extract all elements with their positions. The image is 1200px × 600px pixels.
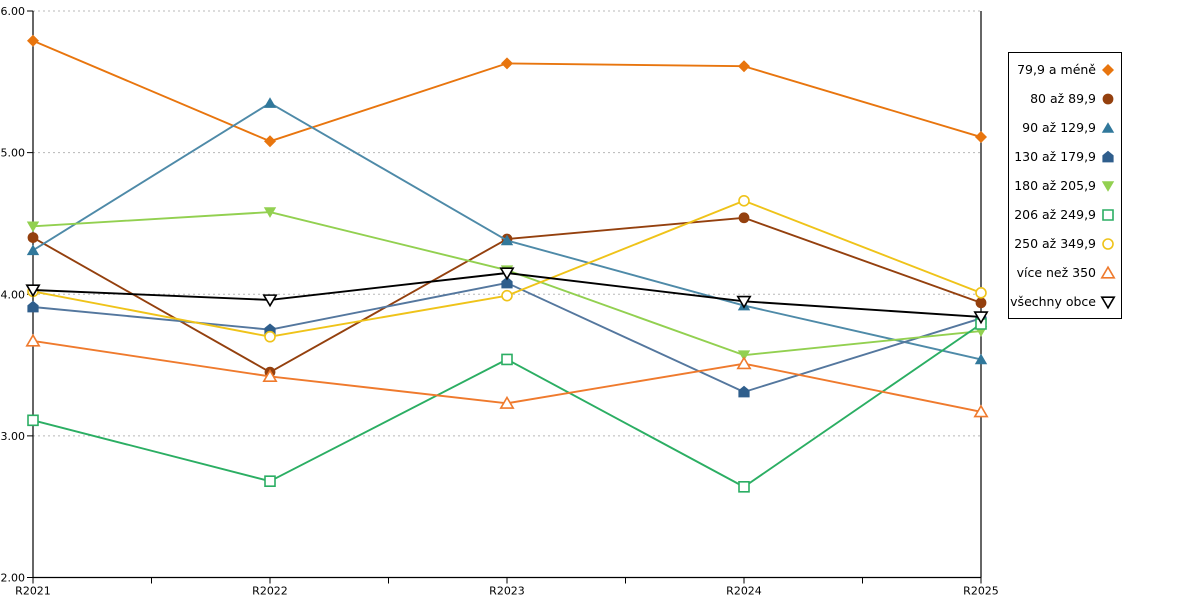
x-tick-label-R2025: R2025 xyxy=(963,585,999,598)
legend-label: 90 až 129,9 xyxy=(1022,120,1096,135)
marker-circle-s6-p1[interactable] xyxy=(264,330,276,343)
marker-triangle-up-s7-p0[interactable] xyxy=(25,333,41,347)
marker-triangle-up-s2-p0[interactable] xyxy=(26,244,40,256)
marker-diamond-s0-p0[interactable] xyxy=(27,34,39,47)
marker-triangle-up-s7-p4[interactable] xyxy=(973,404,989,418)
legend-box[interactable]: 79,9 a méně 80 až 89,9 90 až 129,9 130 až 1… xyxy=(1008,52,1122,319)
legend-label: 180 až 205,9 xyxy=(1014,178,1096,193)
marker-circle-s1-p3[interactable] xyxy=(738,212,750,224)
marker-circle-s1-p4[interactable] xyxy=(975,297,987,309)
marker-diamond-s0[interactable] xyxy=(1102,63,1114,76)
y-tick-label: 4.00 xyxy=(1,288,26,301)
marker-circle-s6-p4[interactable] xyxy=(975,287,987,299)
legend-item-5[interactable]: 206 až 249,9 xyxy=(1009,207,1121,223)
legend-label: 250 až 349,9 xyxy=(1014,236,1096,251)
marker-pentagon-s3-p3[interactable] xyxy=(738,385,750,398)
marker-triangle-up-s7-p1[interactable] xyxy=(262,369,278,382)
legend-marker-triangle-down-icon xyxy=(1100,295,1116,309)
y-tick-label: 6.00 xyxy=(1,5,26,18)
marker-pentagon-s3[interactable] xyxy=(1102,150,1114,162)
x-tick-label-R2023: R2023 xyxy=(489,585,525,598)
legend-label: 80 až 89,9 xyxy=(1030,91,1096,106)
y-tick-label: 2.00 xyxy=(1,572,26,585)
legend-label: 206 až 249,9 xyxy=(1014,207,1096,222)
marker-diamond-s0-p3[interactable] xyxy=(738,60,750,73)
legend-marker-circle-icon xyxy=(1102,237,1114,250)
legend-marker-square-icon xyxy=(1102,208,1114,221)
marker-circle-s6-p3[interactable] xyxy=(738,194,750,207)
x-tick-label-R2022: R2022 xyxy=(252,585,288,598)
legend-marker-circle-icon xyxy=(1102,93,1114,104)
legend-item-1[interactable]: 80 až 89,9 xyxy=(1009,91,1121,107)
marker-triangle-down-s4-p3[interactable] xyxy=(737,350,751,361)
legend-label: 79,9 a méně xyxy=(1017,62,1096,77)
x-tick-label-R2021: R2021 xyxy=(15,585,51,598)
legend-item-8[interactable]: všechny obce xyxy=(1009,294,1121,310)
legend-item-2[interactable]: 90 až 129,9 xyxy=(1009,120,1121,136)
legend-item-6[interactable]: 250 až 349,9 xyxy=(1009,236,1121,252)
marker-circle-s1[interactable] xyxy=(1102,93,1114,104)
marker-circle-s1-p0[interactable] xyxy=(27,232,39,243)
legend-label: více než 350 xyxy=(1016,265,1096,280)
marker-triangle-up-s7-p3[interactable] xyxy=(736,356,752,370)
legend-marker-triangle-up-icon xyxy=(1100,265,1116,279)
y-tick-label: 5.00 xyxy=(1,147,26,160)
legend-item-0[interactable]: 79,9 a méně xyxy=(1009,62,1121,78)
marker-triangle-down-s8-p4[interactable] xyxy=(973,311,989,325)
marker-triangle-down-s8-p3[interactable] xyxy=(736,295,752,309)
marker-triangle-down-s8-p2[interactable] xyxy=(499,267,515,281)
marker-diamond-s0-p4[interactable] xyxy=(975,131,987,144)
marker-triangle-up-s7[interactable] xyxy=(1100,265,1116,279)
marker-square-s5[interactable] xyxy=(1102,208,1114,221)
marker-square-s5-p0[interactable] xyxy=(27,414,39,427)
marker-triangle-down-s4-p0[interactable] xyxy=(26,221,40,233)
marker-triangle-up-s2-p2[interactable] xyxy=(500,234,514,246)
marker-triangle-up-s7-p2[interactable] xyxy=(499,395,515,409)
legend-marker-triangle-down-icon xyxy=(1101,180,1115,192)
marker-triangle-up-s2-p4[interactable] xyxy=(974,353,988,365)
marker-triangle-up-s2[interactable] xyxy=(1101,121,1115,133)
legend-marker-triangle-up-icon xyxy=(1101,121,1115,133)
marker-pentagon-s3-p0[interactable] xyxy=(27,300,39,313)
marker-triangle-down-s8-p1[interactable] xyxy=(262,294,278,308)
legend-marker-pentagon-icon xyxy=(1102,150,1114,162)
marker-square-s5-p1[interactable] xyxy=(264,475,276,487)
legend-item-7[interactable]: více než 350 xyxy=(1009,265,1121,281)
series-line-0[interactable] xyxy=(32,39,982,143)
marker-triangle-up-s2-p1[interactable] xyxy=(263,97,277,108)
marker-square-s5-p2[interactable] xyxy=(501,353,513,366)
legend-marker-diamond-icon xyxy=(1102,63,1114,76)
marker-triangle-down-s4-p1[interactable] xyxy=(263,207,277,218)
marker-triangle-down-s8[interactable] xyxy=(1100,295,1116,309)
legend-label: 130 až 179,9 xyxy=(1014,149,1096,164)
y-tick-label: 3.00 xyxy=(1,430,26,443)
legend-item-3[interactable]: 130 až 179,9 xyxy=(1009,149,1121,165)
marker-diamond-s0-p1[interactable] xyxy=(264,135,276,148)
marker-square-s5-p3[interactable] xyxy=(738,481,750,493)
legend-label: všechny obce xyxy=(1010,294,1096,309)
marker-circle-s6[interactable] xyxy=(1102,237,1114,250)
marker-triangle-down-s8-p0[interactable] xyxy=(25,284,41,298)
legend-item-4[interactable]: 180 až 205,9 xyxy=(1009,178,1121,194)
x-tick-label-R2024: R2024 xyxy=(726,585,762,598)
marker-pentagon-s3-p2[interactable] xyxy=(501,276,513,289)
marker-triangle-down-s4[interactable] xyxy=(1101,180,1115,192)
marker-diamond-s0-p2[interactable] xyxy=(501,57,513,70)
marker-circle-s6-p2[interactable] xyxy=(501,289,513,302)
